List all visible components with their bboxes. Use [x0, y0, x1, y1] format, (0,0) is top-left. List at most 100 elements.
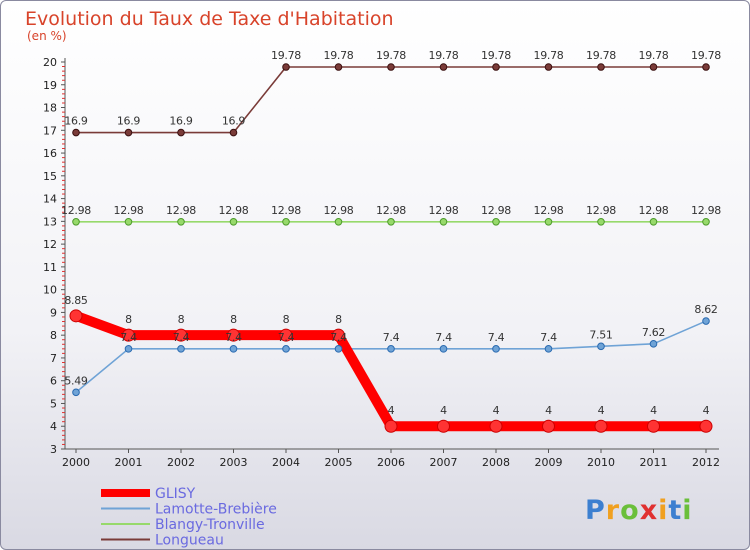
x-tick-label: 2011 — [640, 456, 668, 469]
chart-title: Evolution du Taux de Taxe d'Habitation — [25, 8, 394, 30]
data-point-longueau — [334, 63, 343, 71]
data-point-glisy — [174, 328, 188, 342]
x-tick-label: 2002 — [167, 456, 195, 469]
y-tick-label: 9 — [50, 306, 57, 319]
x-tick-label: 2007 — [430, 456, 458, 469]
data-label-glisy: 4 — [650, 404, 657, 417]
data-point-lamotte-brebi-re — [702, 317, 710, 325]
data-point-longueau — [387, 63, 395, 71]
data-point-glisy — [69, 309, 83, 323]
y-tick-label: 16 — [43, 147, 57, 160]
x-tick-label: 2001 — [115, 456, 143, 469]
data-label-longueau: 16.9 — [222, 115, 246, 128]
data-point-blangy-tronville — [439, 218, 448, 226]
x-tick-label: 2005 — [325, 456, 353, 469]
data-point-longueau — [72, 128, 80, 137]
data-label-glisy: 4 — [598, 404, 605, 417]
data-point-lamotte-brebi-re — [334, 345, 343, 353]
data-point-longueau — [177, 128, 185, 137]
data-label-longueau: 16.9 — [169, 115, 193, 128]
data-label-lamotte-brebi-re: 7.4 — [540, 331, 557, 344]
data-label-blangy-tronville: 12.98 — [219, 204, 249, 217]
x-tick-label: 2004 — [272, 456, 300, 469]
data-point-blangy-tronville — [544, 218, 553, 226]
data-point-lamotte-brebi-re — [649, 340, 658, 348]
data-label-lamotte-brebi-re: 8.62 — [694, 303, 717, 316]
data-label-longueau: 19.78 — [586, 49, 616, 62]
x-tick-label: 2003 — [220, 456, 248, 469]
data-point-blangy-tronville — [597, 218, 605, 226]
y-tick-label: 12 — [43, 238, 57, 251]
data-label-glisy: 8 — [125, 313, 132, 326]
y-tick-label: 6 — [50, 375, 57, 388]
data-point-lamotte-brebi-re — [177, 345, 185, 353]
data-point-glisy — [489, 419, 503, 433]
data-point-longueau — [597, 63, 605, 71]
data-point-blangy-tronville — [334, 218, 343, 226]
data-label-lamotte-brebi-re: 7.4 — [278, 331, 295, 344]
data-label-longueau: 19.78 — [429, 49, 459, 62]
legend-label-longueau: Longueau — [155, 533, 224, 549]
y-tick-label: 8 — [50, 329, 57, 342]
data-point-longueau — [282, 63, 290, 71]
data-label-glisy: 8 — [230, 313, 237, 326]
data-point-blangy-tronville — [124, 218, 133, 226]
data-point-longueau — [439, 63, 448, 71]
y-tick-label: 10 — [43, 284, 57, 297]
data-label-blangy-tronville: 12.98 — [639, 204, 669, 217]
data-point-blangy-tronville — [229, 218, 238, 226]
x-tick-label: 2012 — [692, 456, 720, 469]
data-point-blangy-tronville — [702, 218, 710, 226]
data-point-glisy — [647, 419, 660, 433]
data-label-blangy-tronville: 12.98 — [586, 204, 616, 217]
svg-text:Proxiti: Proxiti — [585, 495, 693, 526]
data-label-longueau: 19.78 — [691, 49, 721, 62]
legend-label-blangy-tronville: Blangy-Tronville — [155, 517, 265, 533]
data-point-blangy-tronville — [492, 218, 500, 226]
data-label-blangy-tronville: 12.98 — [481, 204, 511, 217]
data-label-lamotte-brebi-re: 7.62 — [642, 326, 665, 339]
data-point-lamotte-brebi-re — [492, 345, 500, 353]
data-point-glisy — [227, 328, 240, 342]
data-label-glisy: 4 — [545, 404, 552, 417]
data-label-longueau: 19.78 — [481, 49, 511, 62]
y-tick-label: 14 — [43, 193, 57, 206]
y-tick-label: 11 — [43, 261, 57, 274]
data-label-blangy-tronville: 12.98 — [324, 204, 354, 217]
data-point-lamotte-brebi-re — [544, 345, 553, 353]
data-point-lamotte-brebi-re — [387, 345, 395, 353]
data-label-glisy: 8 — [335, 313, 342, 326]
proxiti-logo: Proxiti — [585, 495, 693, 526]
data-point-glisy — [437, 419, 450, 433]
data-label-lamotte-brebi-re: 5.49 — [64, 374, 88, 387]
data-label-lamotte-brebi-re: 7.4 — [173, 331, 190, 344]
data-label-longueau: 16.9 — [64, 115, 88, 128]
y-tick-label: 5 — [50, 397, 57, 410]
y-tick-label: 20 — [43, 56, 57, 69]
x-tick-label: 2006 — [377, 456, 405, 469]
data-label-longueau: 19.78 — [271, 49, 301, 62]
data-point-longueau — [124, 128, 133, 137]
data-label-glisy: 8 — [283, 313, 290, 326]
data-point-blangy-tronville — [72, 218, 80, 226]
x-tick-label: 2008 — [482, 456, 510, 469]
data-label-blangy-tronville: 12.98 — [429, 204, 459, 217]
y-tick-label: 4 — [50, 420, 57, 433]
data-label-glisy: 4 — [440, 404, 447, 417]
data-label-lamotte-brebi-re: 7.4 — [330, 331, 347, 344]
data-label-blangy-tronville: 12.98 — [534, 204, 564, 217]
data-point-glisy — [594, 419, 608, 433]
data-label-lamotte-brebi-re: 7.4 — [435, 331, 452, 344]
data-point-glisy — [332, 328, 345, 342]
data-point-blangy-tronville — [649, 218, 658, 226]
data-point-lamotte-brebi-re — [282, 345, 290, 353]
data-point-blangy-tronville — [387, 218, 395, 226]
data-point-glisy — [279, 328, 293, 342]
x-tick-label: 2000 — [62, 456, 90, 469]
data-label-lamotte-brebi-re: 7.51 — [589, 328, 612, 341]
data-point-longueau — [229, 128, 238, 137]
data-label-blangy-tronville: 12.98 — [166, 204, 196, 217]
data-point-glisy — [699, 419, 713, 433]
data-point-longueau — [702, 63, 710, 71]
data-point-blangy-tronville — [177, 218, 185, 226]
